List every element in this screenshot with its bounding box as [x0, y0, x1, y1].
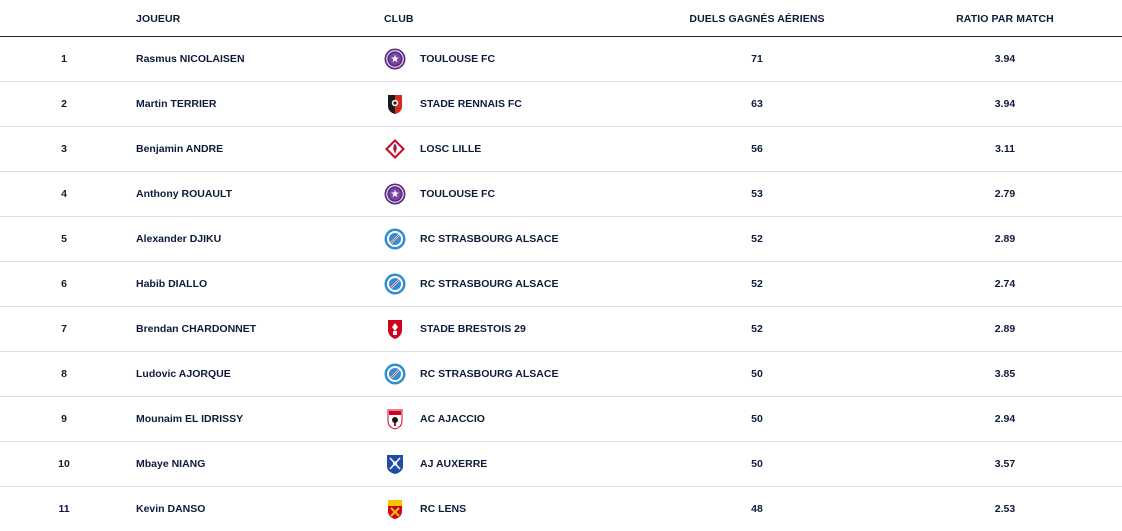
duels-cell: 50	[751, 413, 763, 425]
rank-cell: 4	[61, 188, 67, 200]
club-name[interactable]: AC AJACCIO	[420, 413, 485, 425]
table-row[interactable]: 10 Mbaye NIANG AJ AUXERRE 50 3.57	[0, 442, 1122, 487]
column-header-ratio[interactable]: RATIO PAR MATCH	[956, 13, 1054, 25]
club-name[interactable]: RC STRASBOURG ALSACE	[420, 233, 559, 245]
table-row[interactable]: 6 Habib DIALLO RC STRASBOURG ALSACE 52 2.74	[0, 262, 1122, 307]
rank-cell: 6	[61, 278, 67, 290]
player-name[interactable]: Mbaye NIANG	[136, 458, 206, 470]
club-name[interactable]: RC STRASBOURG ALSACE	[420, 368, 559, 380]
rennes-logo-icon	[384, 93, 406, 115]
auxerre-logo-icon	[384, 453, 406, 475]
table-body: 1 Rasmus NICOLAISEN TOULOUSE FC 71 3.94 2 Mart…	[0, 37, 1122, 531]
rank-cell: 8	[61, 368, 67, 380]
duels-cell: 63	[751, 98, 763, 110]
duels-cell: 50	[751, 458, 763, 470]
toulouse-logo-icon	[384, 183, 406, 205]
player-name[interactable]: Anthony ROUAULT	[136, 188, 233, 200]
column-header-duels[interactable]: DUELS GAGNÉS AÉRIENS	[689, 13, 825, 25]
brest-logo-icon	[384, 318, 406, 340]
player-name[interactable]: Mounaim EL IDRISSY	[136, 413, 244, 425]
rank-cell: 5	[61, 233, 67, 245]
strasbourg-logo-icon	[384, 363, 406, 385]
duels-cell: 71	[751, 53, 763, 65]
rank-cell: 1	[61, 53, 67, 65]
ratio-cell: 3.11	[995, 143, 1015, 155]
rank-cell: 7	[61, 323, 67, 335]
ajaccio-logo-icon	[384, 408, 406, 430]
club-name[interactable]: STADE BRESTOIS 29	[420, 323, 526, 335]
club-name[interactable]: TOULOUSE FC	[420, 53, 496, 65]
duels-cell: 53	[751, 188, 763, 200]
column-header-joueur[interactable]: JOUEUR	[136, 13, 181, 25]
toulouse-logo-icon	[384, 48, 406, 70]
duels-cell: 52	[751, 278, 763, 290]
ratio-cell: 2.53	[994, 503, 1016, 515]
ratio-cell: 2.89	[994, 323, 1016, 335]
table-row[interactable]: 8 Ludovic AJORQUE RC STRASBOURG ALSACE 50 3.…	[0, 352, 1122, 397]
club-name[interactable]: LOSC LILLE	[420, 143, 482, 155]
duels-cell: 56	[751, 143, 763, 155]
club-name[interactable]: RC LENS	[420, 503, 467, 515]
club-name[interactable]: AJ AUXERRE	[420, 458, 488, 470]
club-name[interactable]: RC STRASBOURG ALSACE	[420, 278, 559, 290]
rank-cell: 11	[58, 503, 70, 515]
club-name[interactable]: TOULOUSE FC	[420, 188, 496, 200]
player-name[interactable]: Rasmus NICOLAISEN	[136, 53, 245, 65]
player-name[interactable]: Habib DIALLO	[136, 278, 208, 290]
player-name[interactable]: Ludovic AJORQUE	[136, 368, 231, 380]
table-row[interactable]: 3 Benjamin ANDRE LOSC LILLE 56 3.11	[0, 127, 1122, 172]
table-row[interactable]: 11 Kevin DANSO RC LENS 48 2.53	[0, 487, 1122, 531]
ratio-cell: 3.85	[994, 368, 1016, 380]
club-name[interactable]: STADE RENNAIS FC	[420, 98, 522, 110]
player-name[interactable]: Benjamin ANDRE	[136, 143, 224, 155]
table-row[interactable]: 7 Brendan CHARDONNET STADE BRESTOIS 29 52 2.…	[0, 307, 1122, 352]
table-row[interactable]: 9 Mounaim EL IDRISSY AC AJACCIO 50 2.94	[0, 397, 1122, 442]
column-header-club[interactable]: CLUB	[384, 13, 414, 25]
duels-cell: 52	[751, 323, 763, 335]
player-name[interactable]: Kevin DANSO	[136, 503, 206, 515]
ratio-cell: 2.89	[994, 233, 1016, 245]
ratio-cell: 2.79	[994, 188, 1016, 200]
ratio-cell: 3.57	[994, 458, 1016, 470]
table-row[interactable]: 2 Martin TERRIER STADE RENNAIS FC 63 3.94	[0, 82, 1122, 127]
ratio-cell: 3.94	[994, 53, 1016, 65]
strasbourg-logo-icon	[384, 228, 406, 250]
rank-cell: 3	[61, 143, 67, 155]
table-row[interactable]: 1 Rasmus NICOLAISEN TOULOUSE FC 71 3.94	[0, 37, 1122, 82]
duels-cell: 52	[751, 233, 763, 245]
ratio-cell: 2.74	[994, 278, 1016, 290]
ratio-cell: 2.94	[994, 413, 1016, 425]
lens-logo-icon	[384, 498, 406, 520]
table-row[interactable]: 5 Alexander DJIKU RC STRASBOURG ALSACE 52 2.…	[0, 217, 1122, 262]
rank-cell: 9	[61, 413, 67, 425]
ratio-cell: 3.94	[994, 98, 1016, 110]
table-row[interactable]: 4 Anthony ROUAULT TOULOUSE FC 53 2.79	[0, 172, 1122, 217]
strasbourg-logo-icon	[384, 273, 406, 295]
duels-cell: 50	[751, 368, 763, 380]
rank-cell: 10	[58, 458, 70, 470]
player-name[interactable]: Alexander DJIKU	[136, 233, 222, 245]
player-name[interactable]: Martin TERRIER	[136, 98, 217, 110]
lille-logo-icon	[384, 138, 406, 160]
player-name[interactable]: Brendan CHARDONNET	[136, 323, 257, 335]
duels-cell: 48	[751, 503, 763, 515]
table-header: JOUEUR CLUB DUELS GAGNÉS AÉRIENS RATIO P…	[0, 0, 1122, 37]
rank-cell: 2	[61, 98, 67, 110]
